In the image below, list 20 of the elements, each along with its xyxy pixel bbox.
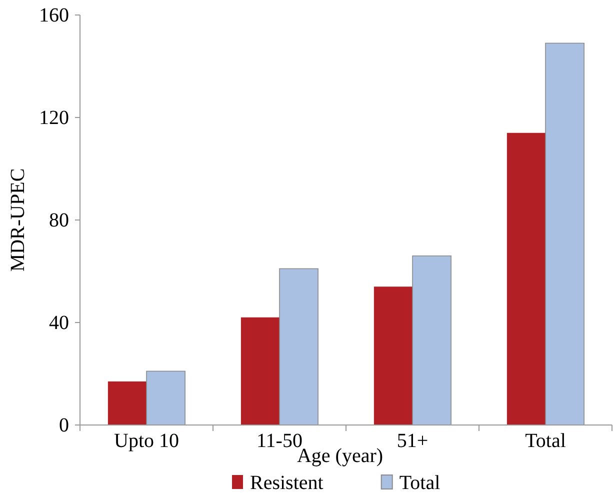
x-tick-label: Total bbox=[525, 430, 566, 452]
bar bbox=[506, 132, 546, 425]
y-tick-label: 120 bbox=[39, 106, 69, 129]
y-tick-label: 80 bbox=[49, 209, 69, 232]
y-tick-label: 160 bbox=[39, 4, 69, 26]
legend-label: Total bbox=[399, 472, 441, 493]
bar bbox=[279, 268, 318, 426]
x-tick-label: 51+ bbox=[396, 430, 428, 452]
bar bbox=[545, 42, 584, 426]
y-axis-title: MDR-UPEC bbox=[7, 168, 29, 272]
bar bbox=[146, 370, 186, 426]
x-tick-label: 11-50 bbox=[256, 430, 302, 452]
bar bbox=[108, 381, 146, 425]
y-tick-label: 40 bbox=[49, 312, 69, 334]
legend-label: Resistent bbox=[250, 472, 324, 493]
bar bbox=[240, 317, 280, 425]
y-tick-label: 0 bbox=[59, 414, 69, 436]
bar bbox=[374, 286, 412, 425]
x-tick-label: Upto 10 bbox=[114, 430, 179, 452]
bar bbox=[412, 255, 452, 426]
